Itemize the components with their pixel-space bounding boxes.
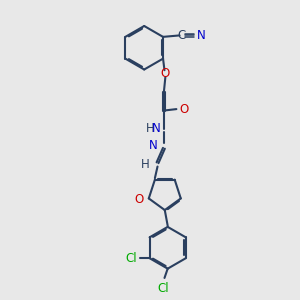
Text: O: O bbox=[161, 67, 170, 80]
Text: H: H bbox=[146, 122, 154, 135]
Text: O: O bbox=[180, 103, 189, 116]
Text: Cl: Cl bbox=[125, 252, 137, 265]
Text: N: N bbox=[197, 29, 206, 42]
Text: H: H bbox=[141, 158, 149, 171]
Text: O: O bbox=[134, 194, 144, 206]
Text: N: N bbox=[152, 122, 161, 135]
Text: Cl: Cl bbox=[158, 282, 169, 295]
Text: C: C bbox=[177, 29, 185, 42]
Text: N: N bbox=[149, 139, 158, 152]
